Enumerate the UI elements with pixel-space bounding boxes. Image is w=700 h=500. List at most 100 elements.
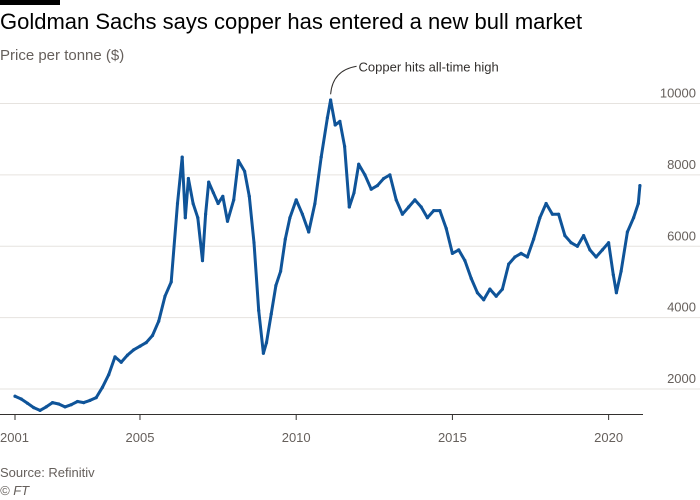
data-point (307, 230, 311, 234)
data-point (180, 155, 184, 159)
data-point (444, 226, 448, 230)
data-point (550, 212, 555, 216)
data-point (44, 405, 48, 409)
x-axis: 2001 2005 2010 2015 2020 (0, 414, 643, 445)
data-point (400, 212, 404, 216)
data-point (625, 230, 630, 234)
y-tick-label-2000: 2000 (667, 371, 696, 386)
data-point (352, 191, 356, 195)
data-point (88, 398, 92, 402)
y-tick-label-6000: 6000 (667, 228, 696, 243)
data-point (532, 237, 536, 241)
data-point (413, 198, 417, 202)
data-point (343, 144, 347, 148)
data-point (82, 401, 86, 405)
x-tick-label-2010: 2010 (282, 430, 311, 445)
series-layer (13, 98, 642, 412)
data-point (175, 201, 180, 206)
data-point (333, 123, 337, 127)
y-tick-label-10000: 10000 (660, 86, 696, 101)
data-point (488, 287, 492, 291)
data-point (519, 251, 523, 255)
data-point (432, 209, 436, 213)
data-point (100, 385, 105, 389)
data-point (211, 191, 215, 195)
data-point (243, 169, 247, 173)
data-point (50, 401, 55, 405)
data-point (236, 159, 240, 163)
data-point (125, 353, 130, 357)
data-point (191, 201, 195, 206)
x-tick-label-2020: 2020 (594, 430, 623, 445)
y-axis-tick-labels: 2000 4000 6000 8000 10000 (660, 86, 696, 386)
data-point (19, 397, 23, 401)
data-point (274, 283, 278, 288)
data-point (225, 219, 230, 223)
data-point (150, 333, 155, 338)
data-point (638, 184, 642, 188)
data-point (457, 248, 461, 252)
data-point (407, 205, 411, 209)
data-point (588, 248, 592, 252)
data-point (482, 298, 486, 302)
y-tick-label-8000: 8000 (667, 157, 696, 172)
data-point (221, 194, 225, 198)
data-point (369, 187, 373, 191)
data-point (132, 348, 136, 352)
source-note: Source: Refinitiv (0, 465, 95, 480)
data-point (329, 98, 333, 102)
data-point (186, 176, 190, 181)
chart-subtitle: Price per tonne ($) (0, 47, 125, 64)
x-tick-label-2001: 2001 (0, 430, 29, 445)
data-point (119, 360, 123, 364)
data-point (232, 198, 236, 202)
data-point (425, 216, 429, 220)
data-point (363, 173, 367, 177)
data-point (32, 406, 36, 410)
data-point (632, 216, 636, 220)
data-point (438, 209, 442, 213)
data-point (500, 287, 504, 291)
series-line-0 (13, 98, 642, 412)
data-point (38, 408, 42, 412)
data-point (63, 405, 67, 409)
data-point (419, 205, 423, 209)
data-point (338, 119, 342, 123)
data-point (261, 351, 265, 355)
data-point (113, 355, 117, 359)
data-point (69, 403, 73, 407)
brand-bar (0, 0, 60, 5)
data-point (163, 294, 167, 298)
data-point (247, 194, 251, 198)
data-point (144, 341, 148, 345)
data-point (313, 201, 317, 206)
data-point (294, 198, 298, 202)
data-point (611, 273, 615, 277)
data-point (375, 184, 379, 188)
annotation-label-0: Copper hits all-time high (359, 59, 499, 74)
data-point (544, 201, 548, 206)
data-point (183, 216, 187, 220)
data-point (382, 176, 386, 181)
data-point (525, 255, 530, 259)
data-point (200, 259, 205, 263)
data-point (513, 255, 517, 259)
data-point (207, 180, 211, 184)
data-point (636, 201, 640, 206)
data-point (288, 216, 292, 220)
data-point (57, 402, 61, 406)
data-point (347, 205, 351, 209)
data-point (619, 269, 623, 273)
data-point (563, 234, 567, 238)
data-point (607, 241, 611, 245)
data-point (138, 344, 142, 348)
x-tick-label-2005: 2005 (126, 430, 155, 445)
data-point (300, 212, 304, 216)
chart-title: Goldman Sachs says copper has entered a … (0, 9, 583, 34)
y-tick-label-4000: 4000 (667, 300, 696, 315)
annotation-connector-0 (330, 65, 357, 95)
data-point (538, 216, 542, 220)
data-point (252, 241, 256, 245)
data-point (388, 173, 392, 177)
